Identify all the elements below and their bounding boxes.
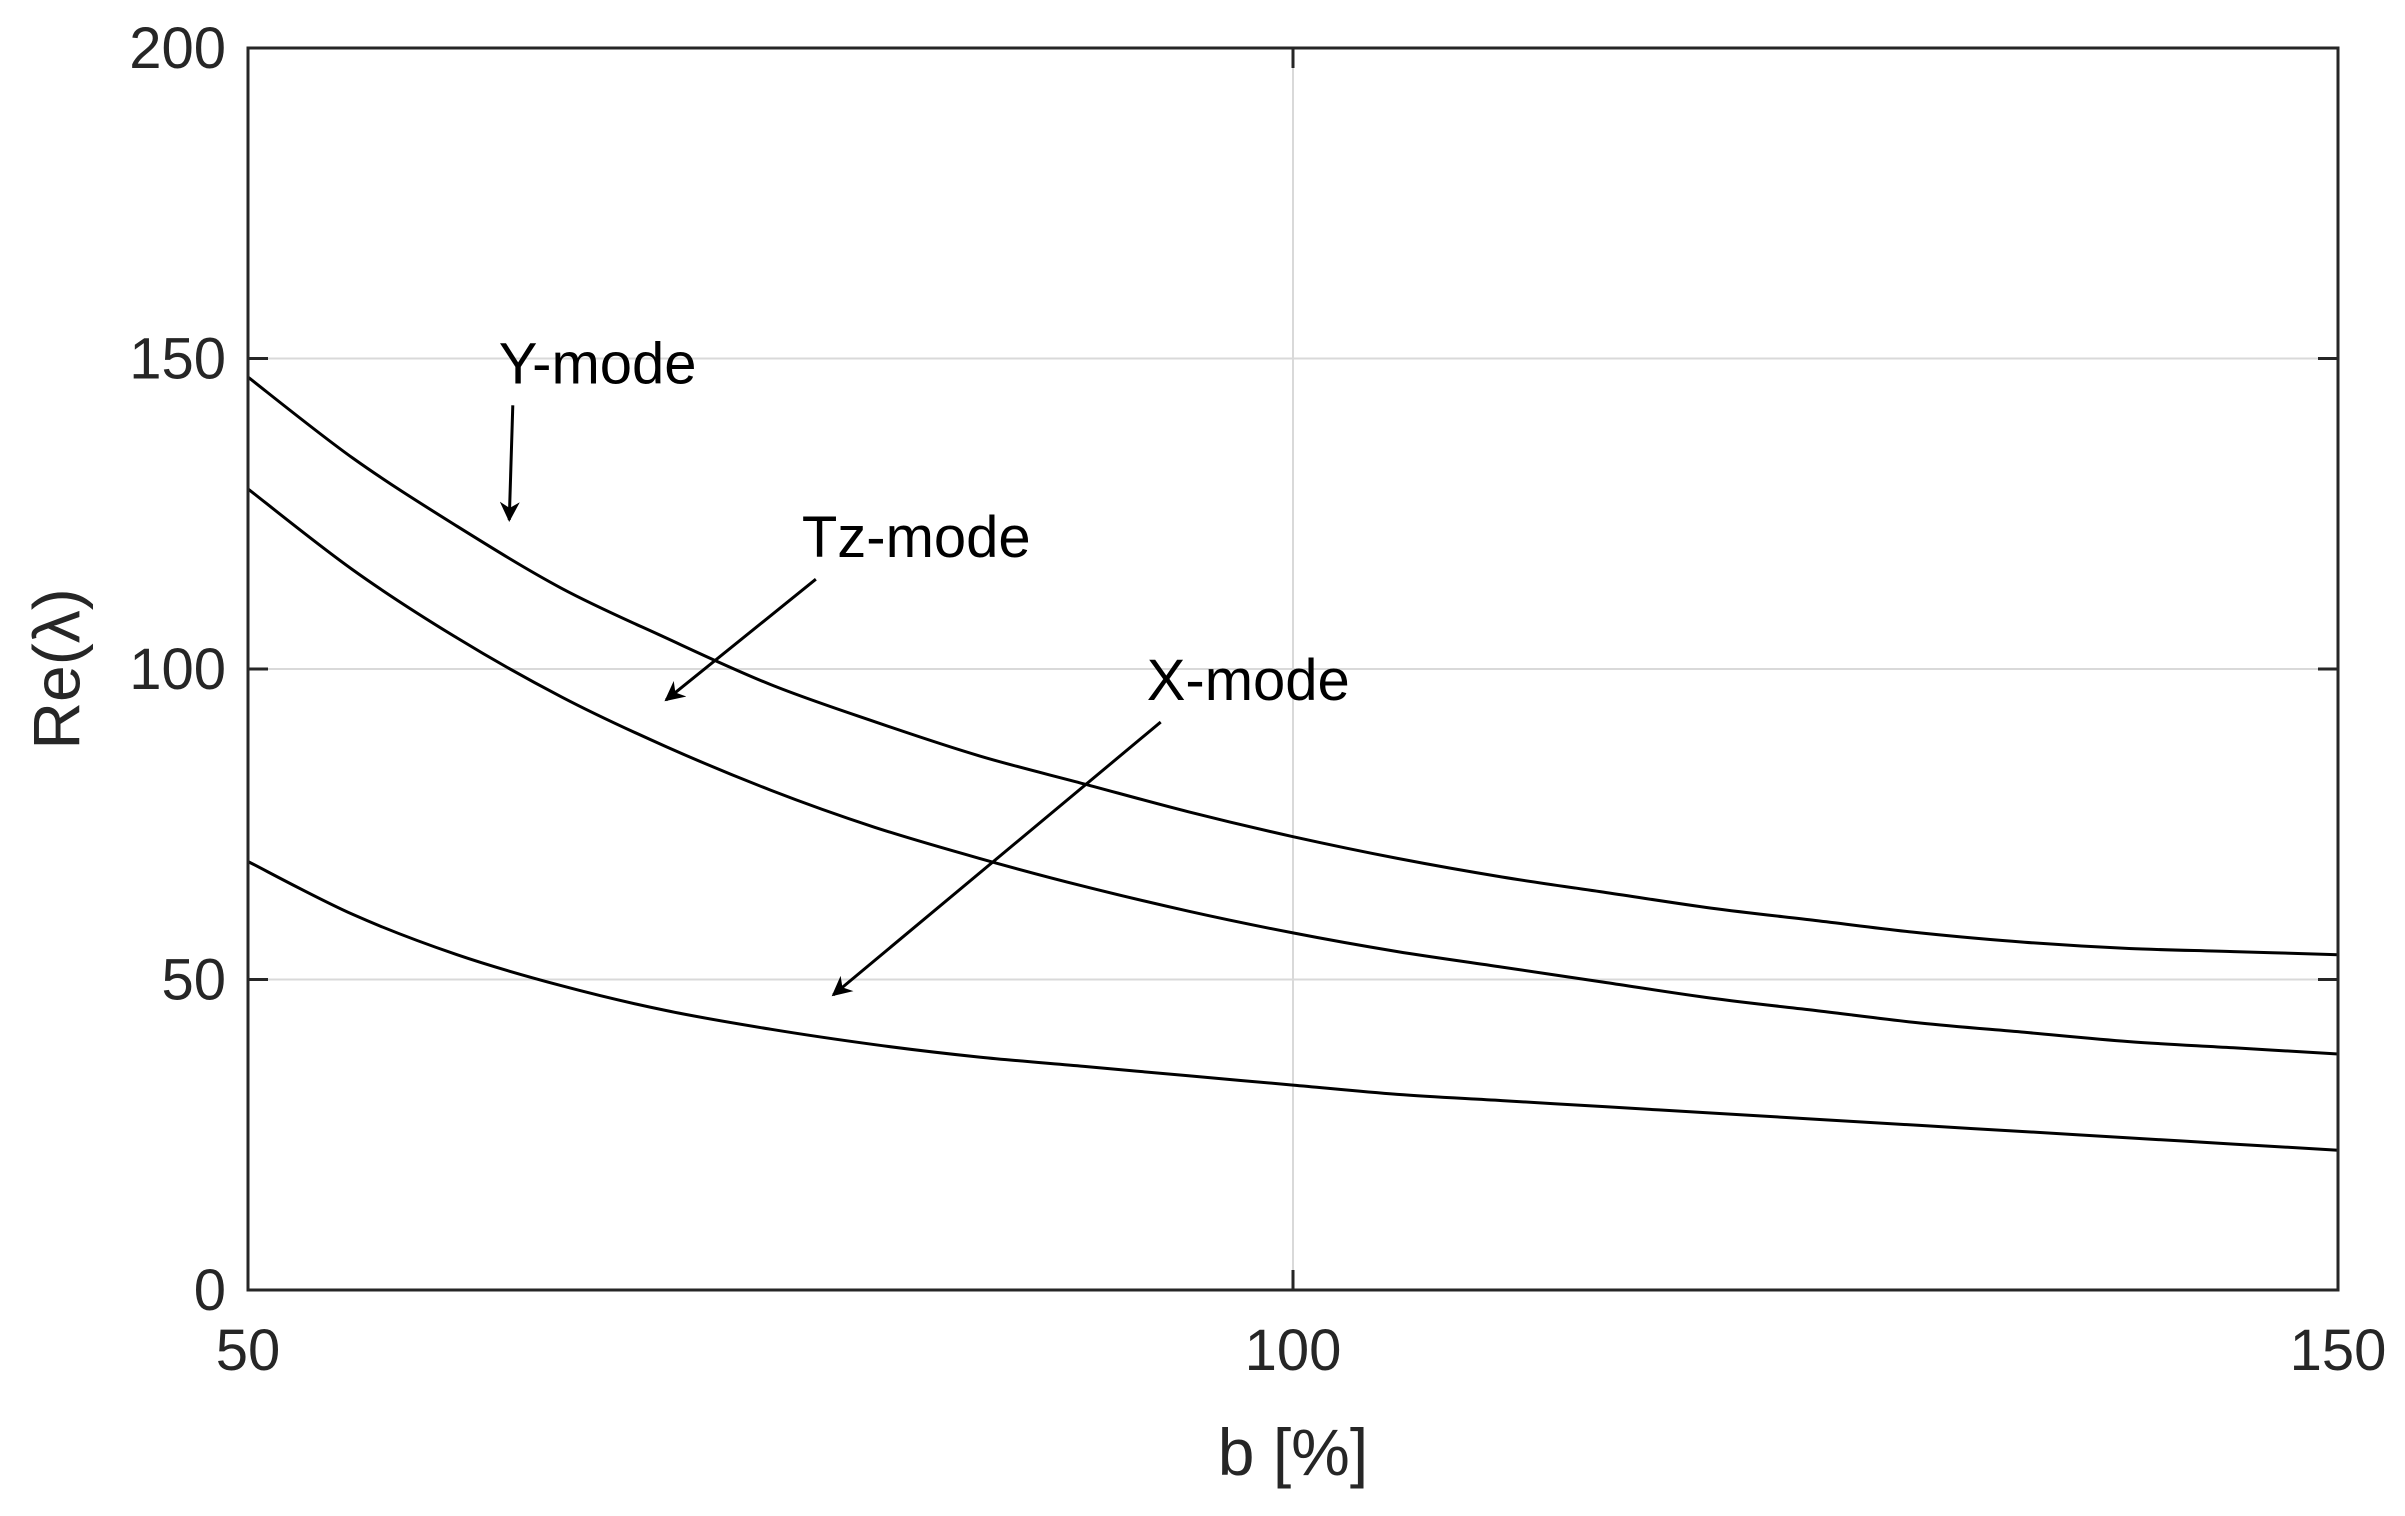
- y-tick-label: 200: [129, 16, 226, 81]
- y-tick-label: 50: [161, 948, 226, 1013]
- annotation-arrow-y-mode: [499, 405, 520, 522]
- series-lines: [247, 375, 2339, 1152]
- tick-marks: [246, 46, 2340, 1292]
- annotations: Y-mode Tz-mode X-mode: [499, 331, 1350, 997]
- series-line-tz-mode: [247, 487, 2339, 1056]
- x-tick-label: 100: [1245, 1318, 1342, 1383]
- x-tick-label: 50: [216, 1318, 281, 1383]
- annotation-x-mode: X-mode: [1147, 648, 1350, 713]
- y-tick-label: 100: [129, 637, 226, 702]
- y-tick-label: 0: [194, 1258, 226, 1323]
- y-axis-title: Re(λ): [19, 588, 93, 749]
- x-tick-label: 150: [2290, 1318, 2387, 1383]
- y-tick-labels: 0 50 100 150 200: [129, 16, 226, 1323]
- y-tick-label: 150: [129, 327, 226, 392]
- series-line-x-mode: [247, 860, 2339, 1152]
- annotation-arrow-x-mode: [831, 720, 1162, 997]
- annotation-tz-mode: Tz-mode: [802, 505, 1031, 570]
- gridlines: [248, 48, 2338, 1290]
- series-line-y-mode: [247, 375, 2339, 957]
- x-axis-title: b [%]: [1218, 1415, 1368, 1489]
- annotation-arrow-tz-mode: [664, 578, 817, 702]
- annotation-y-mode: Y-mode: [499, 331, 697, 396]
- x-tick-labels: 50 100 150: [216, 1318, 2387, 1383]
